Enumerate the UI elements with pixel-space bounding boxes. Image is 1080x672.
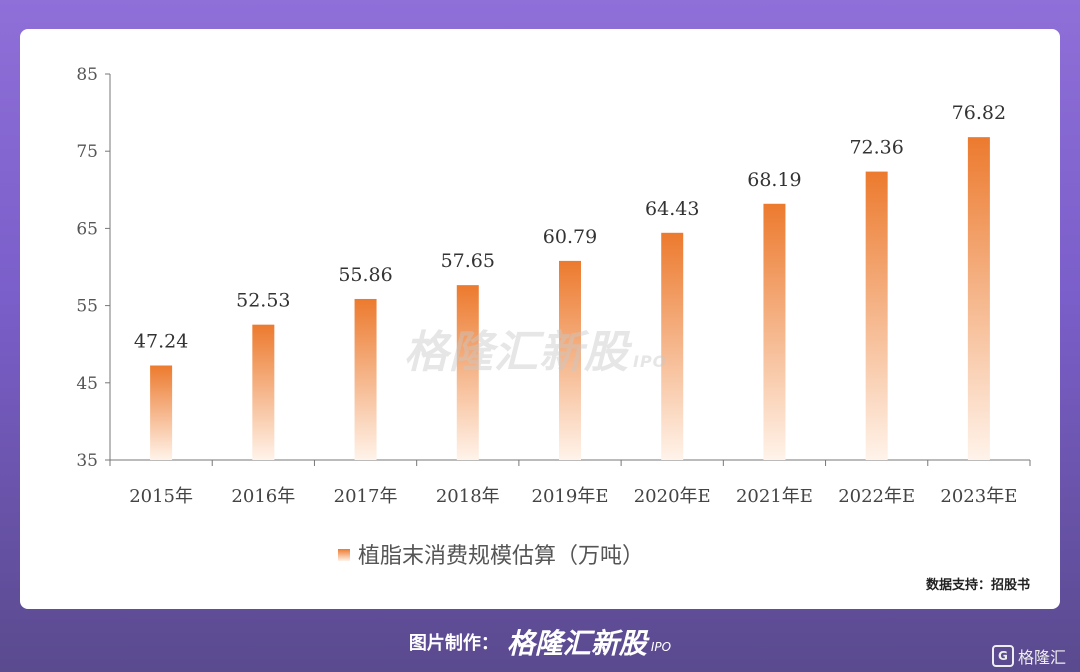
- x-tick-label: 2021年E: [736, 486, 813, 507]
- data-label: 52.53: [236, 290, 290, 312]
- bar: [252, 324, 275, 460]
- y-tick-label: 65: [76, 219, 98, 239]
- legend-swatch: [338, 549, 350, 561]
- chart-card: 35 45 55 65 75 85 2015年 2016年 2017年 2018年 2019年E 2…: [20, 29, 1060, 609]
- data-label: 47.24: [134, 331, 188, 353]
- bar: [661, 232, 684, 460]
- x-tick-label: 2022年E: [838, 486, 915, 507]
- watermark-text: 格隆汇新股: [404, 327, 629, 378]
- data-label: 72.36: [849, 137, 903, 159]
- bar: [763, 203, 786, 460]
- x-tick-label: 2018年: [436, 486, 500, 507]
- x-axis: 2015年 2016年 2017年 2018年 2019年E 2020年E 2021年E 20…: [109, 459, 1031, 507]
- bar: [150, 365, 173, 460]
- y-tick-label: 45: [76, 374, 98, 394]
- logo-text: 格隆汇: [1017, 648, 1066, 667]
- footer: 图片制作： 格隆汇新股 IPO: [0, 622, 1080, 662]
- legend: 植脂末消费规模估算（万吨）: [338, 544, 644, 569]
- footer-credit-label: 图片制作：: [408, 633, 499, 654]
- watermark: 格隆汇新股 IPO: [404, 316, 667, 380]
- corner-logo: G 格隆汇: [991, 644, 1066, 668]
- legend-label: 植脂末消费规模估算（万吨）: [358, 544, 644, 569]
- data-label: 60.79: [543, 226, 597, 248]
- y-tick-label: 35: [76, 451, 98, 471]
- y-tick-label: 85: [76, 65, 98, 85]
- x-tick-label: 2020年E: [634, 486, 711, 507]
- source-note: 数据支持：招股书: [925, 578, 1030, 593]
- x-tick-label: 2023年E: [940, 486, 1017, 507]
- bar: [865, 171, 888, 460]
- y-tick-label: 75: [76, 142, 98, 162]
- x-tick-label: 2016年: [231, 486, 295, 507]
- data-label: 55.86: [338, 264, 392, 286]
- x-tick-label: 2017年: [334, 486, 398, 507]
- bar: [559, 260, 581, 460]
- y-axis: 35 45 55 65 75 85: [76, 65, 111, 471]
- x-tick-label: 2019年E: [532, 486, 609, 507]
- bar: [354, 298, 377, 460]
- data-label: 64.43: [645, 198, 699, 220]
- data-label: 68.19: [747, 169, 801, 191]
- bars: 47.24 52.53 55.86 57.65 60.79 64.43 68.19 72.36…: [134, 102, 1006, 460]
- footer-brand-sub: IPO: [650, 640, 672, 654]
- x-tick-label: 2015年: [129, 486, 193, 507]
- y-tick-label: 55: [76, 297, 98, 317]
- bar: [967, 137, 990, 460]
- footer-brand: 格隆汇新股: [506, 627, 647, 660]
- watermark-sub: IPO: [633, 352, 668, 371]
- logo-icon: G: [991, 645, 1014, 667]
- data-label: 76.82: [952, 102, 1006, 124]
- data-label: 57.65: [441, 250, 495, 272]
- bar: [456, 285, 479, 460]
